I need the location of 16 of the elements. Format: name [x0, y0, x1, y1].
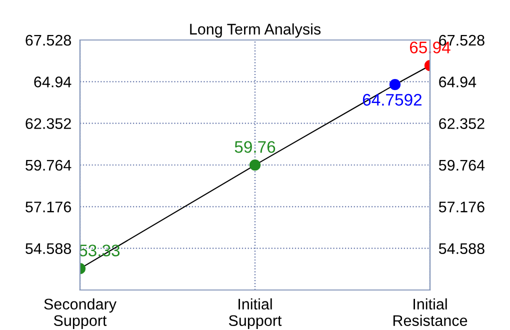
y-tick-label: 62.352 — [26, 118, 71, 130]
y-tick-label: 67.528 — [26, 34, 72, 46]
chart-title: Long Term Analysis — [190, 23, 321, 38]
y2-tick-label: 62.352 — [439, 118, 484, 130]
y2-tick-label: 54.588 — [438, 243, 484, 254]
y2-tick-label: 57.176 — [438, 202, 484, 212]
y2-tick-label: 59.764 — [438, 160, 485, 171]
y2-tick-label: 64.94 — [439, 76, 476, 88]
x-tick-label: Initial Support — [228, 298, 282, 330]
y-tick-label: 59.764 — [26, 160, 72, 171]
y-tick-label: 54.588 — [26, 243, 72, 254]
y-tick-label: 57.176 — [26, 202, 71, 212]
data-label: 59.76 — [234, 141, 276, 153]
x-tick-label: Secondary Support — [44, 298, 116, 330]
y-tick-label: 64.94 — [34, 76, 72, 88]
x-tick-label: Initial Resistance — [393, 298, 468, 326]
